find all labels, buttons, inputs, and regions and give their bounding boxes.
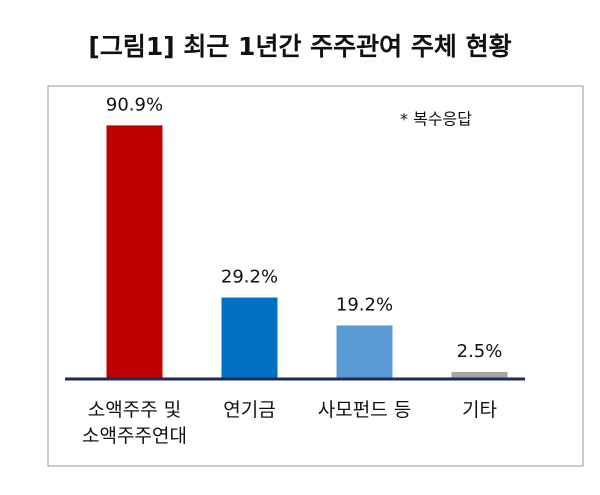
x-tick-label: 소액주주 및 소액주주연대	[82, 399, 187, 447]
value-label: 19.2%	[336, 294, 393, 315]
bar	[336, 325, 393, 379]
chart-title: [그림1] 최근 1년간 주주관여 주체 현황	[88, 32, 511, 61]
x-tick-label: 기타	[462, 399, 497, 421]
annotation: * 복수응답	[400, 110, 472, 129]
x-tick-label: 연기금	[223, 399, 276, 421]
bar	[451, 372, 508, 379]
chart-frame	[47, 85, 584, 467]
value-label: 2.5%	[457, 341, 503, 362]
bar	[221, 297, 278, 379]
value-label: 29.2%	[221, 267, 278, 288]
bar	[106, 125, 163, 379]
value-label: 90.9%	[106, 94, 163, 115]
x-tick-label: 사모펀드 등	[317, 399, 412, 421]
